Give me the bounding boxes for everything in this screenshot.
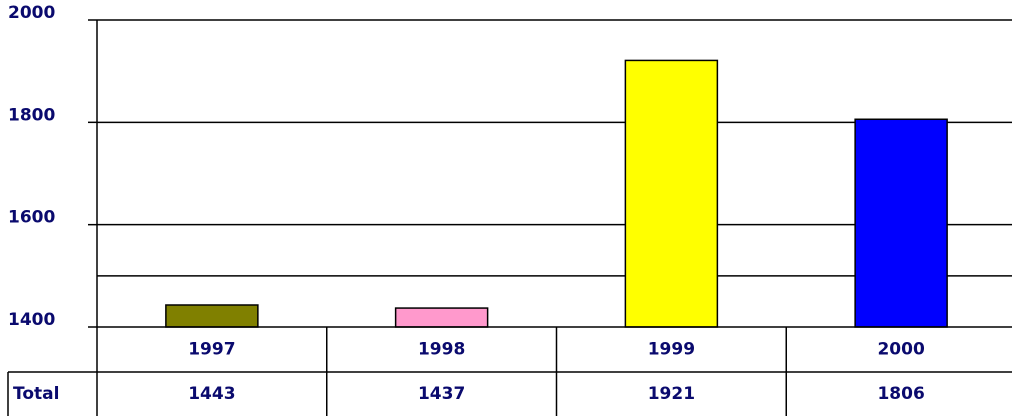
bar — [624, 59, 719, 328]
x-tick-label: 2000 — [877, 340, 924, 360]
bar — [394, 307, 489, 328]
y-tick-label: 1400 — [8, 310, 55, 330]
x-tick-label: 1999 — [648, 340, 695, 360]
table-value: 1443 — [188, 384, 235, 404]
x-tick-label: 1997 — [188, 340, 235, 360]
bar — [165, 304, 259, 328]
y-tick-label: 1800 — [8, 105, 55, 125]
bar — [854, 118, 948, 328]
y-tick-label: 1600 — [8, 208, 55, 228]
table-value: 1921 — [648, 384, 695, 404]
y-tick-label: 2000 — [8, 3, 55, 23]
table-value: 1437 — [418, 384, 465, 404]
table-value: 1806 — [877, 384, 924, 404]
table-row-label: Total — [13, 384, 59, 404]
x-tick-label: 1998 — [418, 340, 465, 360]
